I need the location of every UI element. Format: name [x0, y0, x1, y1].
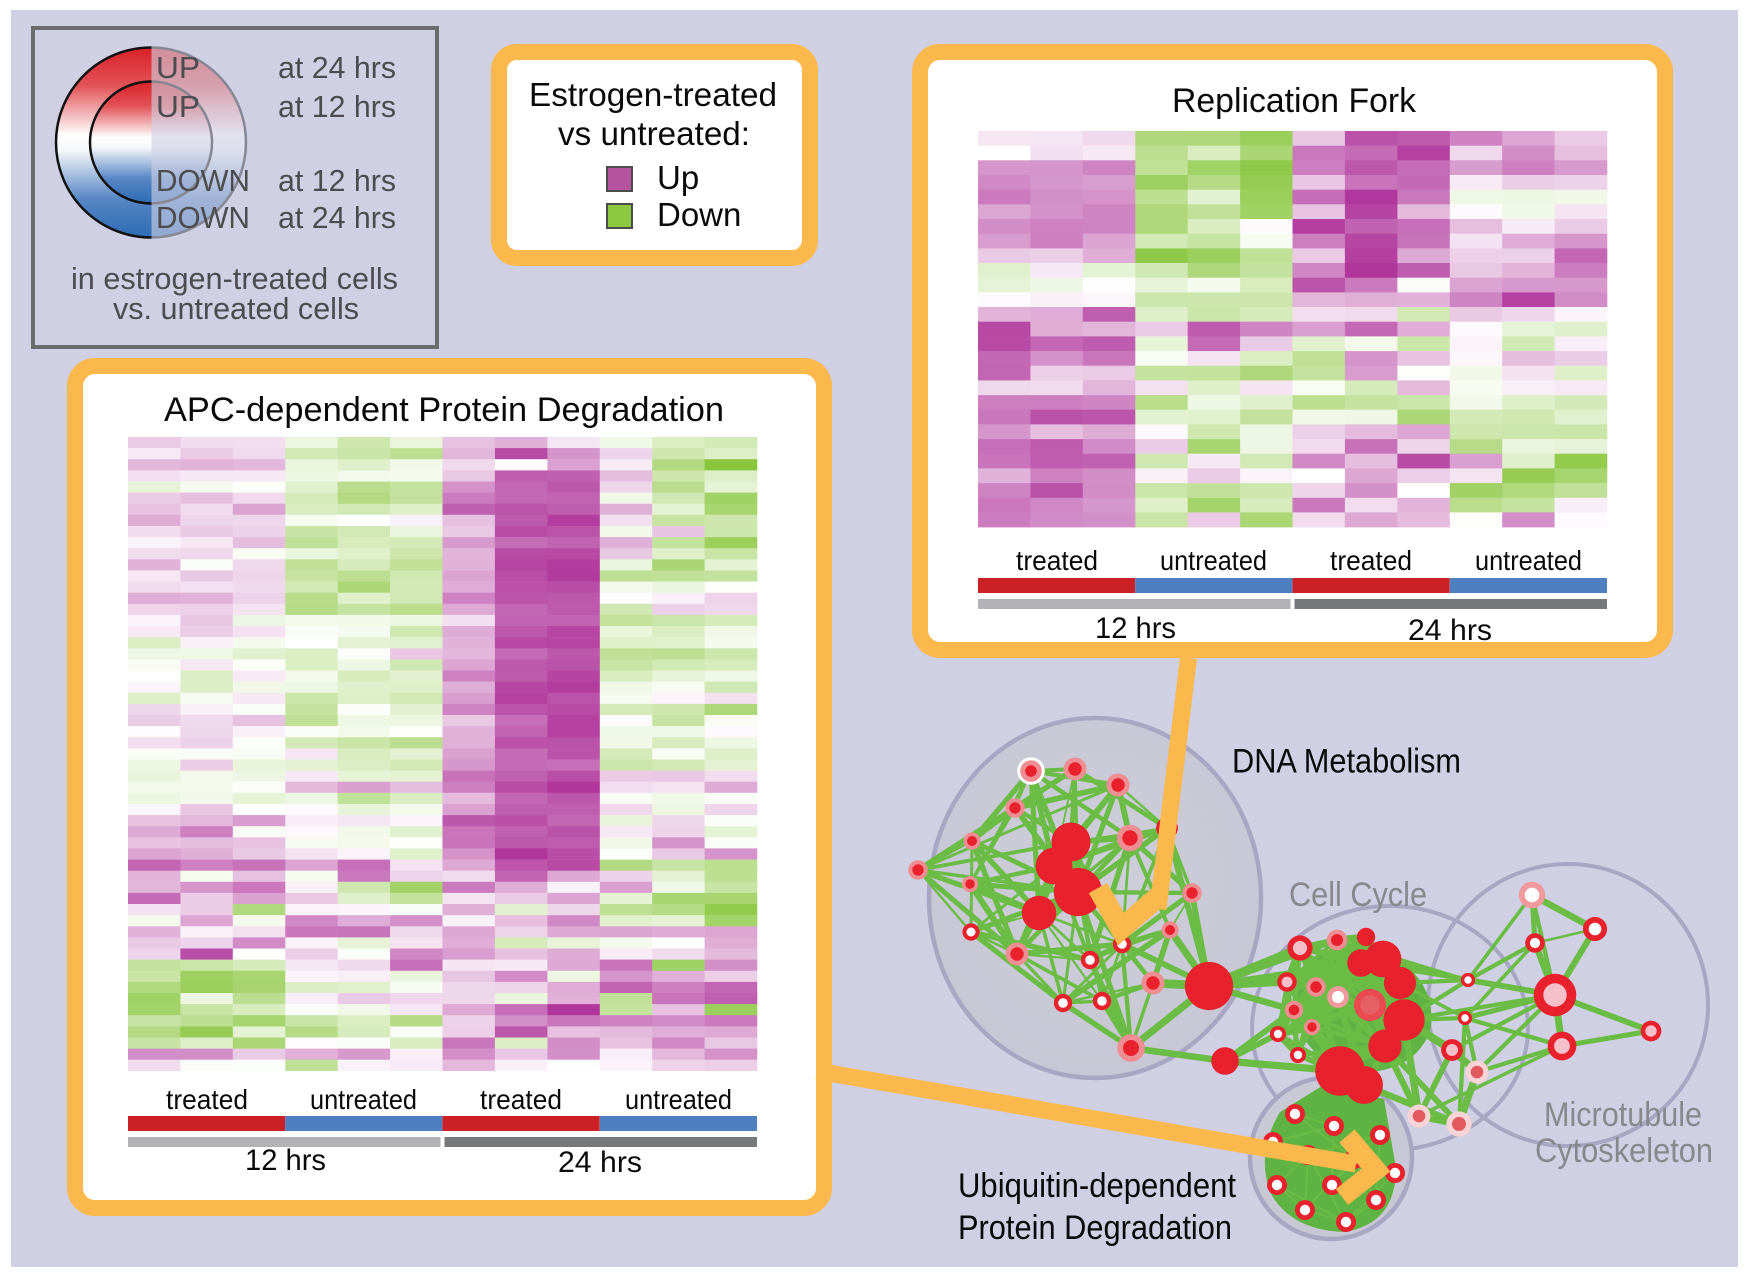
svg-text:Protein Degradation: Protein Degradation [958, 1209, 1232, 1247]
svg-text:Cytoskeleton: Cytoskeleton [1535, 1132, 1713, 1170]
svg-text:in estrogen-treated cells: in estrogen-treated cells [71, 261, 398, 296]
svg-text:Down: Down [657, 196, 741, 233]
svg-text:Ubiquitin-dependent: Ubiquitin-dependent [958, 1167, 1237, 1205]
svg-text:UP: UP [156, 50, 200, 85]
svg-text:untreated: untreated [310, 1084, 417, 1115]
svg-text:untreated: untreated [1475, 545, 1582, 576]
svg-text:at 12 hrs: at 12 hrs [278, 163, 396, 198]
svg-text:untreated: untreated [625, 1084, 732, 1115]
svg-text:Replication Fork: Replication Fork [1172, 82, 1417, 120]
svg-text:treated: treated [480, 1084, 562, 1115]
svg-text:12 hrs: 12 hrs [245, 1144, 326, 1177]
svg-text:treated: treated [166, 1084, 248, 1115]
svg-text:Estrogen-treated: Estrogen-treated [529, 76, 777, 113]
svg-text:at 24 hrs: at 24 hrs [278, 50, 396, 85]
svg-text:12 hrs: 12 hrs [1095, 612, 1176, 645]
svg-text:Cell Cycle: Cell Cycle [1289, 876, 1427, 914]
svg-text:treated: treated [1016, 545, 1098, 576]
svg-text:Microtubule: Microtubule [1544, 1096, 1702, 1134]
svg-text:DOWN: DOWN [156, 200, 250, 235]
svg-text:at 24 hrs: at 24 hrs [278, 200, 396, 235]
svg-text:DOWN: DOWN [156, 163, 250, 198]
svg-text:vs untreated:: vs untreated: [558, 115, 750, 152]
svg-text:vs. untreated cells: vs. untreated cells [113, 291, 359, 326]
svg-text:24 hrs: 24 hrs [558, 1146, 642, 1179]
svg-text:treated: treated [1330, 545, 1412, 576]
svg-text:at 12 hrs: at 12 hrs [278, 89, 396, 124]
svg-text:24 hrs: 24 hrs [1408, 614, 1492, 647]
svg-text:APC-dependent Protein Degradat: APC-dependent Protein Degradation [164, 391, 724, 429]
svg-text:DNA Metabolism: DNA Metabolism [1232, 743, 1461, 781]
svg-text:untreated: untreated [1160, 545, 1267, 576]
svg-text:Up: Up [657, 159, 699, 196]
svg-text:UP: UP [156, 89, 200, 124]
